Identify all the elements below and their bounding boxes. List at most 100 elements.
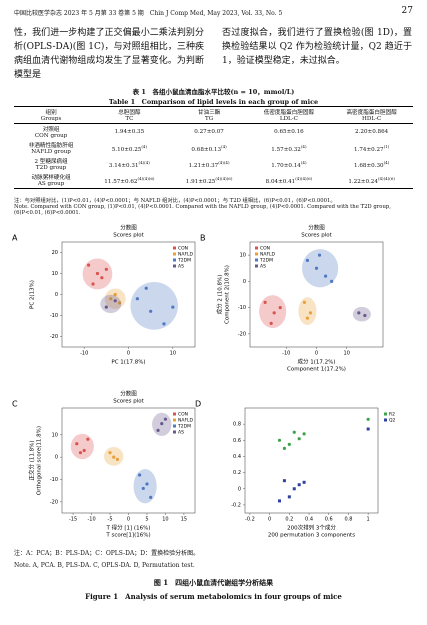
point <box>113 292 117 297</box>
table-cell: 1.91±0.25(4)(4)(6) <box>171 172 248 189</box>
x-tick-label: 5 <box>145 517 148 523</box>
table-cell: 1.22±0.24(4)(4)(6) <box>330 172 413 189</box>
cell-sup: (4)(4)(6) <box>295 175 313 181</box>
legend-label: R2 <box>389 412 395 418</box>
x-tick-label: -0.2 <box>245 517 255 523</box>
point <box>282 446 287 450</box>
confidence-ellipse <box>130 281 178 330</box>
legend-swatch <box>173 418 176 422</box>
table-cell: 1.21±0.37(4)(4) <box>171 156 248 172</box>
x-axis-label: 200 permutation 3 components <box>268 533 355 539</box>
point <box>82 448 86 453</box>
table-wrap: 组别 Groups 总胆固醇 TC 甘油三酯 TG 低密度脂蛋白胆固醇 LDL-C 高密度脂蛋白… <box>14 106 413 189</box>
x-tick-label: -10 <box>80 351 88 357</box>
point <box>305 316 310 320</box>
table-cell: 1.68±0.30(4) <box>330 156 413 172</box>
point <box>149 495 153 499</box>
cell-value: 0.65±0.16 <box>274 129 304 135</box>
cell-value: 1.22±0.24 <box>348 178 378 185</box>
legend-swatch <box>173 264 176 268</box>
y-tick-label: -10 <box>50 477 58 483</box>
group-name: 动脉粥样硬化组 <box>31 175 71 181</box>
cell-sup: (4) <box>300 143 307 149</box>
body-text: 否过度拟合，我们进行了置换检验(图 1D)，置换检验结果以 Q2 作为检验统计量… <box>222 28 412 66</box>
point <box>86 437 90 441</box>
x-tick-label: 0 <box>315 351 318 357</box>
cell-value: 0.68±0.13 <box>191 146 222 153</box>
column-header-zh: 甘油三酯 <box>197 110 221 116</box>
point <box>330 279 334 283</box>
table-row: 对照组 CON group 1.94±0.35 0.27±0.07 0.65±0.16 2… <box>14 124 413 141</box>
point <box>317 253 322 257</box>
point <box>115 457 120 461</box>
y-tick-label: -20 <box>238 331 246 337</box>
table-row: 动脉粥样硬化组 AS group 11.57±0.62 (4)(4)(6) 1.91±0… <box>14 172 413 189</box>
cell-value: 2.20±0.864 <box>355 129 389 135</box>
x-tick-label: 0.4 <box>305 517 313 523</box>
legend-swatch <box>384 418 387 422</box>
point <box>91 282 95 286</box>
cell-value: 11.57±0.62 <box>104 178 138 185</box>
table-row: 非酒精性脂肪肝组 NAFLD group 5.10±0.25(4) 0.68±0.13… <box>14 140 413 156</box>
legend-label: T2DM <box>259 258 273 264</box>
point <box>163 417 168 421</box>
point <box>272 311 276 315</box>
cell-value: 1.94±0.35 <box>114 129 145 135</box>
confidence-ellipse <box>302 249 339 288</box>
column-header: 甘油三酯 TG <box>171 107 248 124</box>
legend-swatch <box>384 412 387 416</box>
table-cell: 动脉粥样硬化组 AS group <box>14 172 88 189</box>
x-tick-label: -15 <box>69 517 77 523</box>
table-cell: 0.27±0.07 <box>171 124 248 141</box>
point <box>75 442 79 446</box>
legend-label: T2DM <box>177 424 191 430</box>
legend-swatch <box>255 264 258 268</box>
legend-swatch <box>173 424 176 428</box>
legend-label: NAFLD <box>260 252 276 258</box>
point <box>104 267 108 271</box>
y-axis-label: Component 2(10.8%) <box>225 265 231 324</box>
table-cell: 1.94±0.35 <box>88 124 170 141</box>
group-name-en: CON group <box>34 133 68 139</box>
x-tick-label: 1 <box>367 517 370 523</box>
x-tick-label: 0 <box>268 517 271 523</box>
point <box>87 263 91 267</box>
legend-swatch <box>255 246 258 250</box>
group-name: 非酒精性脂肪肝组 <box>28 143 74 149</box>
table-row: 2 型糖尿病组 T2D group 3.14±0.31(4)(4) 1.21±0.37… <box>14 156 413 172</box>
group-name-en: T2D group <box>35 165 67 171</box>
cell-sup: (4) <box>141 143 148 149</box>
x-axis-label: 200次排列 3个成分 <box>287 524 336 532</box>
point <box>118 301 122 305</box>
point <box>302 300 307 304</box>
x-tick-label: 0.2 <box>285 517 293 523</box>
table-cell: 3.14±0.31(4)(4) <box>88 156 170 172</box>
x-tick-label: 10 <box>162 517 168 523</box>
confidence-ellipse <box>100 294 122 314</box>
y-tick-label: -20 <box>50 499 58 505</box>
point <box>156 428 160 432</box>
cell-sup: (4)(4) <box>138 159 150 165</box>
legend-label: AS <box>178 430 184 436</box>
point <box>112 455 116 459</box>
table-title: 表 1 各组小鼠血清血脂水平比较(n = 10，mmol/L) <box>132 88 295 96</box>
plot-frame <box>61 407 196 514</box>
y-tick-label: 10 <box>52 271 58 277</box>
legend-swatch <box>173 412 176 416</box>
plot-title: Scores plot <box>301 233 332 239</box>
point <box>363 313 367 318</box>
point <box>113 299 117 303</box>
y-tick-label: 0 <box>243 279 246 285</box>
confidence-ellipse <box>352 306 371 322</box>
x-axis-label: 成分 1(17.2%) <box>297 358 335 366</box>
point <box>282 479 286 483</box>
column-header-en: LDL-C <box>279 116 298 122</box>
legend-label: AS <box>178 264 184 270</box>
point <box>109 297 113 301</box>
column-header-zh: 高密度脂蛋白胆固醇 <box>346 110 397 116</box>
legend-swatch <box>255 252 258 256</box>
y-tick-label: 0 <box>55 292 58 298</box>
group-name-en: AS group <box>37 181 65 187</box>
body-text: 性，我们进一步构建了正交偏最小二乘法判别分析(OPLS-DA)(图 1C)，与对… <box>14 28 204 80</box>
